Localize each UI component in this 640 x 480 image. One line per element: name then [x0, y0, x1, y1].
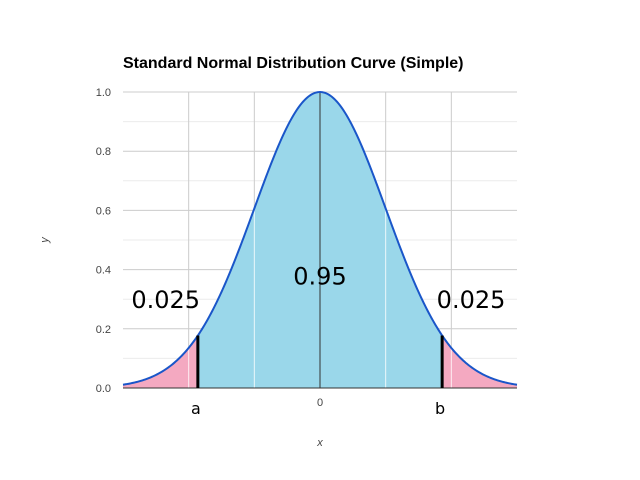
- marker-label-a: a: [191, 399, 201, 418]
- region-label-2: 0.025: [437, 286, 506, 314]
- x-axis-label: x: [316, 437, 323, 449]
- curve: [122, 90, 518, 386]
- ticks: 0.0 0.2 0.4 0.6 0.8 1.0 0: [96, 87, 323, 409]
- y-tick-label: 0.6: [96, 205, 111, 217]
- y-tick-label: 0.4: [96, 265, 111, 277]
- marker-label-b: b: [435, 399, 445, 418]
- y-tick-label: 1.0: [96, 87, 111, 99]
- y-tick-label: 0.2: [96, 324, 111, 336]
- region-label-0: 0.025: [131, 286, 200, 314]
- x-tick-label: 0: [317, 397, 323, 409]
- chart-title: Standard Normal Distribution Curve (Simp…: [123, 55, 463, 72]
- y-axis-label: y: [39, 236, 51, 244]
- region-0: [123, 335, 198, 388]
- region-label-1: 0.95: [293, 262, 346, 290]
- area-regions: [123, 92, 517, 389]
- y-tick-label: 0.0: [96, 383, 111, 395]
- markers: a b 0.025 0.95 0.025: [131, 262, 505, 418]
- y-tick-label: 0.8: [96, 146, 111, 158]
- distribution-curve: [122, 90, 518, 386]
- region-2: [442, 335, 517, 388]
